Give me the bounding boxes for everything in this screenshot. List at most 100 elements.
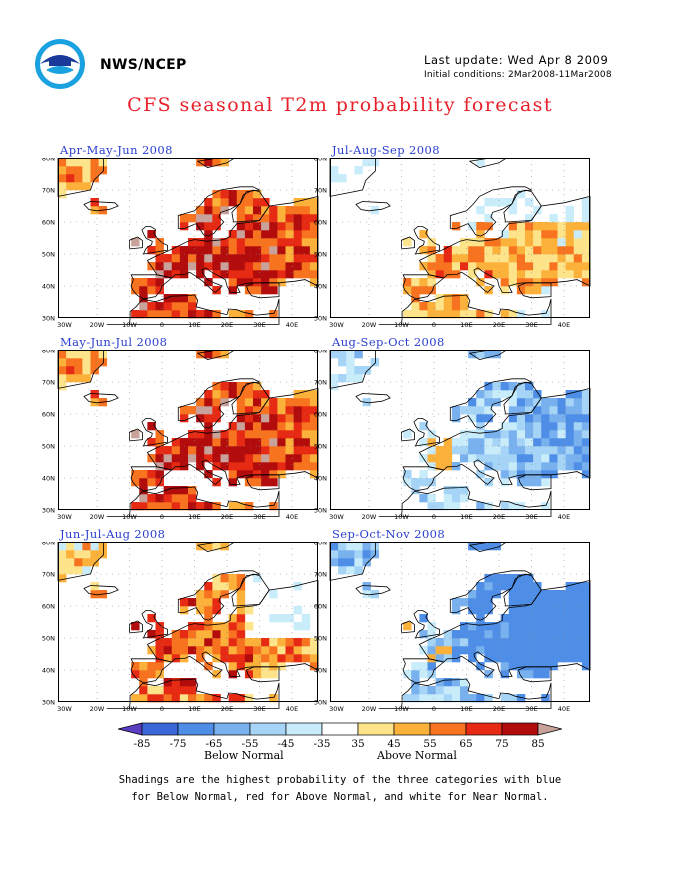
probability-cell <box>171 630 181 639</box>
probability-cell <box>212 222 221 231</box>
probability-cell <box>533 654 542 663</box>
probability-cell <box>581 270 591 279</box>
probability-cell <box>476 598 485 607</box>
probability-cell <box>541 502 550 511</box>
coastline <box>449 378 533 429</box>
probability-cell <box>236 606 246 615</box>
probability-cell <box>285 430 294 439</box>
probability-cell <box>212 670 221 679</box>
probability-cell <box>253 230 262 239</box>
coastline <box>355 585 391 596</box>
probability-cell <box>427 654 436 663</box>
probability-cell <box>309 662 319 671</box>
probability-cell <box>516 390 526 399</box>
probability-cell <box>139 302 148 311</box>
probability-cell <box>269 310 278 319</box>
probability-cell <box>277 638 286 647</box>
probability-cell <box>492 254 501 263</box>
probability-cell <box>236 454 246 463</box>
probability-cell <box>236 206 246 215</box>
probability-cell <box>66 182 75 191</box>
probability-cell <box>484 606 493 615</box>
probability-cell <box>443 294 453 303</box>
probability-cell <box>516 286 526 295</box>
probability-cell <box>419 278 428 287</box>
probability-cell <box>354 542 363 551</box>
probability-cell <box>573 406 583 415</box>
probability-cell <box>549 270 558 279</box>
probability-cell <box>196 502 205 511</box>
probability-cell <box>565 422 575 431</box>
probability-cell <box>244 694 254 703</box>
probability-cell <box>220 198 229 207</box>
probability-cell <box>541 470 550 479</box>
probability-cell <box>188 406 197 415</box>
probability-cell <box>285 654 294 663</box>
probability-cell <box>427 438 436 447</box>
probability-cell <box>516 662 526 671</box>
probability-cell <box>293 222 303 231</box>
probability-cell <box>492 398 501 407</box>
probability-cell <box>179 446 189 455</box>
probability-cell <box>468 262 477 271</box>
probability-cell <box>236 646 246 655</box>
probability-cell <box>179 678 189 687</box>
probability-cell <box>581 598 591 607</box>
map-frame <box>58 158 318 318</box>
probability-cell <box>508 422 518 431</box>
probability-cell <box>261 654 270 663</box>
lon-label: 0 <box>432 321 436 329</box>
probability-cell <box>403 694 412 703</box>
probability-cell <box>228 422 238 431</box>
probability-cell <box>476 350 485 359</box>
probability-cell <box>82 374 91 383</box>
probability-cell <box>163 462 173 471</box>
probability-cell <box>212 206 221 215</box>
probability-cell <box>277 246 286 255</box>
probability-cell <box>131 278 140 287</box>
probability-cell <box>293 406 303 415</box>
probability-cell <box>460 646 469 655</box>
probability-cell <box>500 470 510 479</box>
probability-cell <box>253 406 262 415</box>
probability-cell <box>220 638 229 647</box>
probability-cell <box>309 222 319 231</box>
probability-cell <box>516 414 526 423</box>
panel-title: Aug-Sep-Oct 2008 <box>332 335 445 349</box>
probability-cell <box>212 654 221 663</box>
probability-cell <box>309 406 319 415</box>
probability-cell <box>565 598 575 607</box>
probability-cell <box>460 254 469 263</box>
probability-cell <box>508 646 518 655</box>
probability-cell <box>573 606 583 615</box>
probability-cell <box>451 302 461 311</box>
coastline <box>418 195 591 293</box>
probability-cell <box>541 614 550 623</box>
probability-cell <box>492 630 501 639</box>
probability-cell <box>533 638 542 647</box>
probability-cell <box>541 222 550 231</box>
probability-cell <box>451 606 461 615</box>
probability-cell <box>541 662 550 671</box>
probability-cell <box>74 550 83 559</box>
probability-cell <box>269 454 278 463</box>
probability-cell <box>525 478 534 487</box>
probability-cell <box>261 406 270 415</box>
probability-cell <box>476 158 485 167</box>
probability-cell <box>541 670 550 679</box>
last-update-text: Last update: Wed Apr 8 2009 <box>424 53 609 67</box>
probability-cell <box>147 694 156 703</box>
probability-cell <box>204 582 213 591</box>
lat-label: 60N <box>42 219 55 227</box>
probability-cell <box>460 494 469 503</box>
probability-cell <box>435 646 445 655</box>
probability-cell <box>492 238 501 247</box>
probability-cell <box>541 262 550 271</box>
probability-cell <box>525 414 534 423</box>
probability-cell <box>204 414 213 423</box>
probability-cell <box>427 254 436 263</box>
probability-cell <box>549 262 558 271</box>
probability-cell <box>244 446 254 455</box>
probability-cell <box>581 470 591 479</box>
